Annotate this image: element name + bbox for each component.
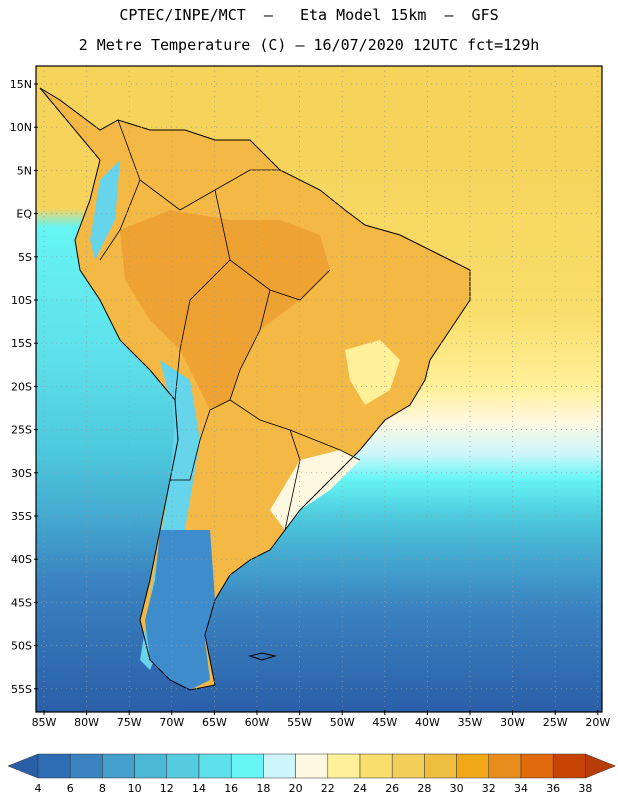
amazon-warm-core bbox=[120, 210, 330, 410]
lon-label: 65W bbox=[202, 716, 227, 729]
lat-label: 40S bbox=[11, 553, 32, 566]
colorbar-label: 30 bbox=[450, 782, 464, 795]
colorbar-label: 10 bbox=[128, 782, 142, 795]
lon-label: 70W bbox=[159, 716, 184, 729]
colorbar-low-arrow bbox=[7, 753, 39, 779]
colorbar-label: 38 bbox=[578, 782, 592, 795]
colorbar-swatch bbox=[327, 753, 361, 779]
lon-label: 85W bbox=[32, 716, 57, 729]
colorbar-swatch bbox=[456, 753, 490, 779]
map-title-line1: CPTEC/INPE/MCT – Eta Model 15km – GFS bbox=[119, 6, 499, 24]
colorbar-label: 24 bbox=[353, 782, 367, 795]
brazil-highlands-cool bbox=[345, 340, 400, 405]
colorbar-label: 34 bbox=[514, 782, 528, 795]
colorbar-label: 12 bbox=[160, 782, 174, 795]
colorbar-label: 28 bbox=[417, 782, 431, 795]
lat-label: 35S bbox=[11, 510, 32, 523]
lon-label: 25W bbox=[543, 716, 568, 729]
lon-label: 30W bbox=[500, 716, 525, 729]
lon-label: 60W bbox=[245, 716, 270, 729]
colorbar-swatch bbox=[520, 753, 554, 779]
lat-label: 20S bbox=[11, 380, 32, 393]
lat-label: 50S bbox=[11, 640, 32, 653]
colorbar-label: 4 bbox=[35, 782, 42, 795]
lat-label: 45S bbox=[11, 596, 32, 609]
colorbar-label: 14 bbox=[192, 782, 206, 795]
colorbar-swatch bbox=[295, 753, 329, 779]
colorbar-swatch bbox=[391, 753, 425, 779]
colorbar-swatch bbox=[69, 753, 103, 779]
lon-label: 40W bbox=[415, 716, 440, 729]
colorbar-swatch bbox=[359, 753, 393, 779]
colorbar-label: 22 bbox=[321, 782, 335, 795]
lat-label: 10S bbox=[11, 294, 32, 307]
colorbar-swatch bbox=[166, 753, 200, 779]
colorbar-swatch bbox=[424, 753, 457, 779]
colorbar-label: 26 bbox=[385, 782, 399, 795]
patagonia-cold bbox=[145, 530, 215, 690]
lon-label: 75W bbox=[117, 716, 142, 729]
colorbar-label: 32 bbox=[482, 782, 496, 795]
temperature-map: 15N 10N 5N EQ 5S 10S 15S 20S 25S 30S 35S 40S 45S 50S 5… bbox=[10, 65, 610, 729]
colorbar-swatch bbox=[552, 753, 586, 779]
colorbar-swatch bbox=[230, 753, 264, 779]
colorbar-swatch bbox=[37, 753, 71, 779]
colorbar-swatch bbox=[488, 753, 522, 779]
colorbar-label: 18 bbox=[256, 782, 270, 795]
lon-label: 20W bbox=[585, 716, 610, 729]
colorbar-label: 36 bbox=[546, 782, 560, 795]
lat-label: 10N bbox=[10, 121, 32, 134]
lat-label: 15S bbox=[11, 337, 32, 350]
colorbar-swatch bbox=[134, 753, 168, 779]
colorbar-label: 16 bbox=[224, 782, 238, 795]
southern-brazil-cool bbox=[270, 450, 360, 530]
falkland-islands bbox=[248, 652, 277, 661]
lat-label: 25S bbox=[11, 424, 32, 437]
colorbar-swatch bbox=[102, 753, 135, 779]
country-borders bbox=[99, 119, 361, 531]
lat-label: 5N bbox=[17, 164, 32, 177]
lon-label: 80W bbox=[74, 716, 99, 729]
lon-label: 35W bbox=[458, 716, 483, 729]
temperature-colorbar: 4 6 8 10 12 14 16 18 20 22 24 26 28 30 32 34 36 38 bbox=[7, 753, 617, 795]
colorbar-label: 6 bbox=[67, 782, 74, 795]
colorbar-label: 8 bbox=[99, 782, 106, 795]
colorbar-swatch bbox=[198, 753, 232, 779]
colorbar-swatch bbox=[263, 753, 296, 779]
lon-label: 55W bbox=[287, 716, 312, 729]
lat-label: 55S bbox=[11, 683, 32, 696]
colorbar-label: 20 bbox=[289, 782, 303, 795]
lon-label: 45W bbox=[372, 716, 397, 729]
lat-label: EQ bbox=[16, 208, 32, 221]
lat-label: 5S bbox=[18, 251, 32, 264]
lat-label: 15N bbox=[10, 78, 32, 91]
map-frame bbox=[35, 65, 603, 713]
colorbar-high-arrow bbox=[585, 753, 617, 779]
lon-label: 50W bbox=[330, 716, 355, 729]
lat-label: 30S bbox=[11, 467, 32, 480]
map-title-line2: 2 Metre Temperature (C) – 16/07/2020 12U… bbox=[78, 36, 540, 54]
coastline bbox=[39, 87, 471, 691]
